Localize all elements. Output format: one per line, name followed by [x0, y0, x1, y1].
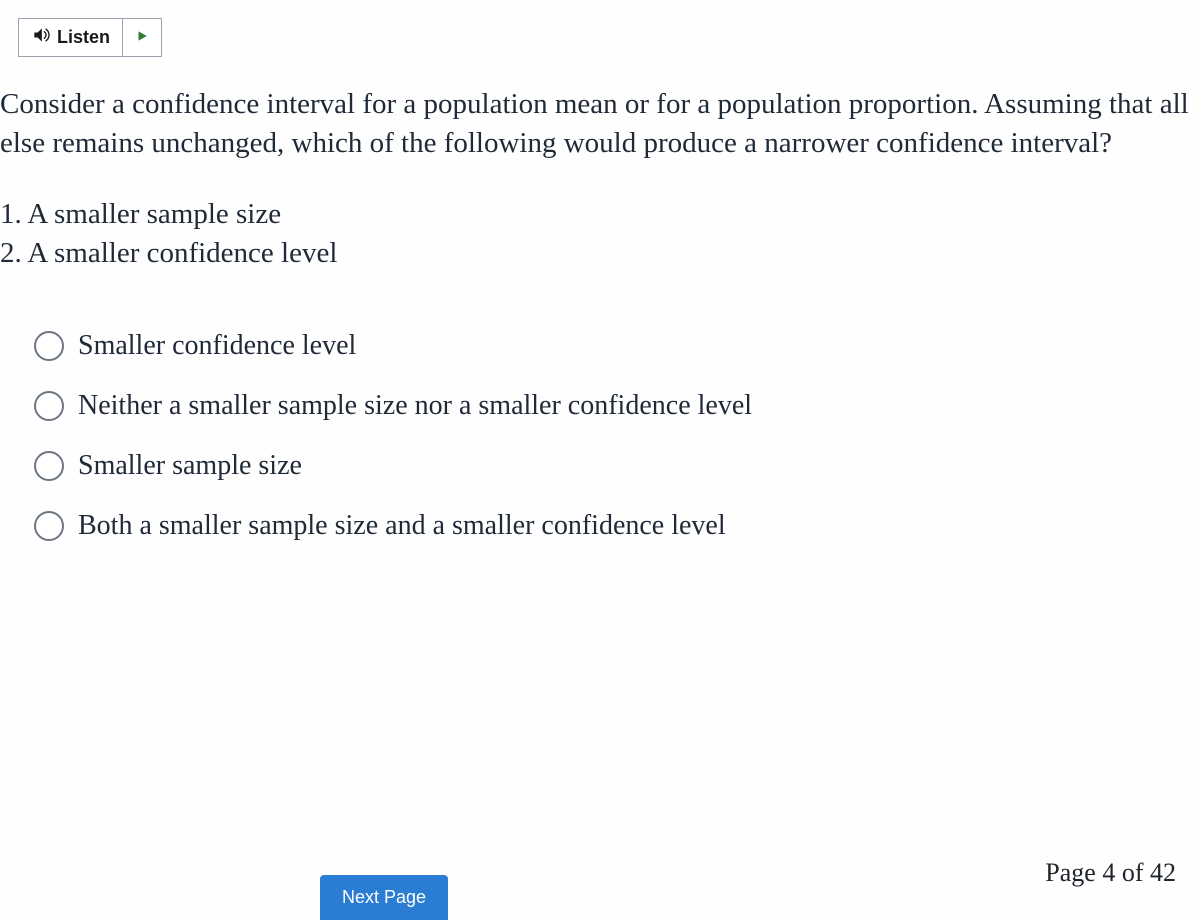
play-icon [135, 29, 149, 46]
listen-label: Listen [57, 27, 110, 48]
question-body: Consider a confidence interval for a pop… [0, 85, 1200, 542]
footer: Next Page Page 4 of 42 [0, 844, 1200, 900]
option-b[interactable]: Neither a smaller sample size nor a smal… [34, 390, 1194, 422]
radio-icon [34, 331, 64, 361]
page-total: 42 [1150, 858, 1176, 887]
option-d[interactable]: Both a smaller sample size and a smaller… [34, 510, 1194, 542]
play-button[interactable] [123, 18, 162, 57]
answer-options: Smaller confidence level Neither a small… [0, 330, 1194, 542]
question-prompt: Consider a confidence interval for a pop… [0, 85, 1194, 163]
option-label: Smaller sample size [78, 450, 302, 482]
radio-icon [34, 391, 64, 421]
listen-button[interactable]: Listen [18, 18, 123, 57]
statement-2: 2. A smaller confidence level [0, 234, 1194, 273]
option-c[interactable]: Smaller sample size [34, 450, 1194, 482]
page-of: of [1115, 858, 1150, 887]
option-a[interactable]: Smaller confidence level [34, 330, 1194, 362]
question-statements: 1. A smaller sample size 2. A smaller co… [0, 195, 1194, 273]
listen-toolbar: Listen [18, 18, 1200, 57]
page-current: 4 [1102, 858, 1115, 887]
statement-1: 1. A smaller sample size [0, 195, 1194, 234]
page-prefix: Page [1045, 858, 1102, 887]
option-label: Both a smaller sample size and a smaller… [78, 510, 726, 542]
next-page-button[interactable]: Next Page [320, 875, 448, 920]
page-indicator: Page 4 of 42 [1045, 858, 1176, 888]
option-label: Smaller confidence level [78, 330, 356, 362]
option-label: Neither a smaller sample size nor a smal… [78, 390, 752, 422]
radio-icon [34, 511, 64, 541]
speaker-icon [31, 25, 51, 50]
radio-icon [34, 451, 64, 481]
